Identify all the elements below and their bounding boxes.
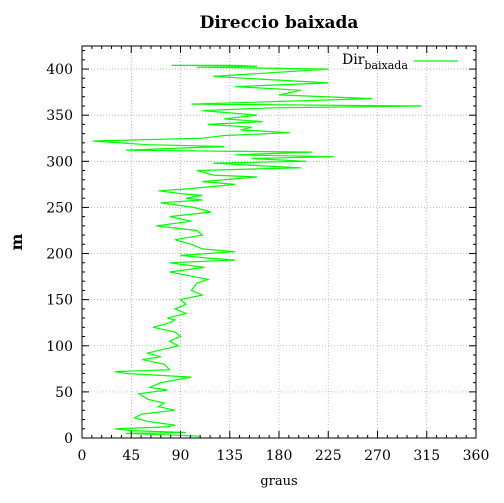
x-tick-label: 180 bbox=[266, 448, 293, 464]
x-tick-label: 360 bbox=[463, 448, 490, 464]
y-tick-label: 300 bbox=[46, 154, 73, 170]
x-tick-label: 225 bbox=[315, 448, 342, 464]
y-tick-labels: 0 50 100 150 200 250 300 350 400 bbox=[46, 62, 73, 447]
chart-title: Direccio baixada bbox=[200, 13, 359, 33]
legend-label: Dirbaixada bbox=[342, 52, 408, 72]
y-tick-label: 100 bbox=[46, 339, 73, 355]
legend-series-subscript: baixada bbox=[364, 59, 408, 72]
y-tick-label: 350 bbox=[46, 108, 73, 124]
y-tick-label: 400 bbox=[46, 62, 73, 78]
y-tick-label: 150 bbox=[46, 293, 73, 309]
x-tick-label: 90 bbox=[172, 448, 190, 464]
x-tick-label: 270 bbox=[364, 448, 391, 464]
legend-series-name: Dir bbox=[342, 52, 365, 68]
y-axis-label: m bbox=[7, 233, 26, 250]
grid-lines bbox=[82, 46, 476, 438]
x-tick-label: 315 bbox=[413, 448, 440, 464]
x-tick-label: 45 bbox=[122, 448, 140, 464]
series-line-dir-baixada bbox=[92, 64, 422, 437]
axis-ticks bbox=[81, 46, 477, 439]
x-axis-label: graus bbox=[260, 474, 297, 489]
y-tick-label: 200 bbox=[46, 247, 73, 263]
y-tick-label: 0 bbox=[64, 431, 73, 447]
y-tick-label: 50 bbox=[55, 385, 73, 401]
x-tick-labels: 0 45 90 135 180 225 270 315 360 bbox=[78, 448, 490, 464]
x-tick-label: 0 bbox=[78, 448, 87, 464]
legend: Dirbaixada bbox=[342, 52, 458, 72]
x-tick-label: 135 bbox=[216, 448, 243, 464]
y-tick-label: 250 bbox=[46, 200, 73, 216]
